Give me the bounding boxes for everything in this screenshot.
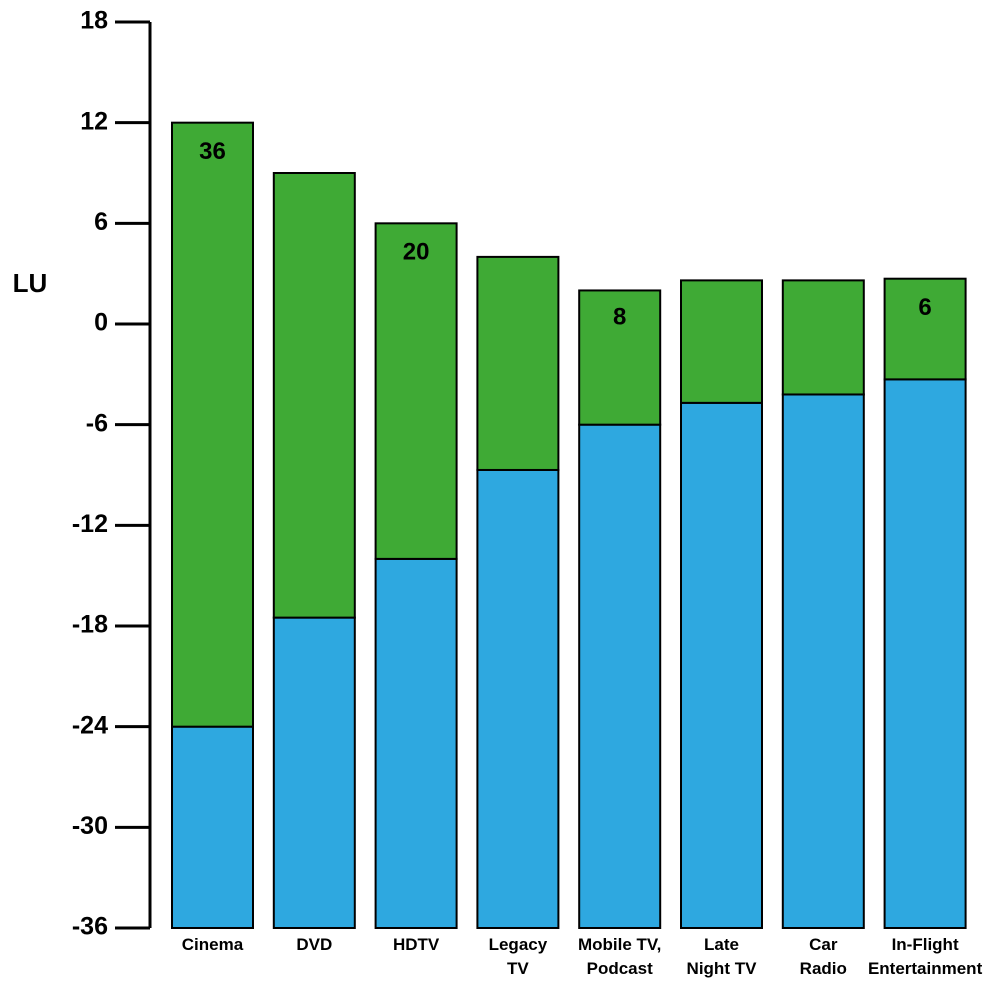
- y-tick-label: -18: [72, 611, 108, 639]
- bar-segment: [476, 255, 560, 471]
- y-tick-label: 0: [94, 309, 108, 337]
- y-axis-label: LU: [13, 268, 48, 298]
- x-tick-label: Legacy TV: [488, 935, 548, 978]
- y-tick-label: -12: [72, 510, 108, 538]
- bar-segment: [680, 401, 763, 930]
- x-tick-label: Late Night TV: [686, 935, 757, 978]
- data-label: 6: [918, 294, 931, 321]
- bar-segment: [374, 222, 458, 560]
- data-label: 36: [199, 138, 226, 165]
- y-tick-label: 12: [80, 107, 108, 135]
- x-tick-label: Cinema: [181, 935, 244, 954]
- bar-segment: [476, 468, 560, 929]
- bar-segment: [781, 279, 865, 396]
- x-tick-label: Mobile TV, Podcast: [577, 935, 662, 978]
- x-tick-label: HDTV: [392, 935, 440, 954]
- bar-segment: [781, 393, 865, 929]
- x-tick-label: DVD: [296, 935, 333, 954]
- y-tick-label: 18: [80, 7, 108, 35]
- y-tick-label: -36: [72, 913, 108, 941]
- bar-segment: [272, 172, 356, 619]
- data-label: 20: [403, 239, 430, 266]
- x-tick-label: Car Radio: [799, 935, 847, 978]
- bar-segment: [578, 423, 662, 929]
- bar-segment: [374, 557, 458, 930]
- x-tick-label: In-Flight Entertainment: [867, 935, 983, 978]
- bar-segment: [680, 279, 763, 404]
- y-tick-label: -6: [86, 409, 108, 437]
- bar-segment: [272, 616, 356, 929]
- bar-segment: [883, 378, 967, 930]
- bar-segment: [883, 277, 967, 381]
- bar-segment: [171, 725, 254, 930]
- data-label: 8: [613, 303, 626, 330]
- y-tick-label: -30: [72, 812, 108, 840]
- y-tick-label: -24: [72, 711, 108, 739]
- bar-segment: [578, 289, 662, 426]
- bar-segment: [171, 121, 254, 728]
- y-tick-label: 6: [94, 208, 108, 236]
